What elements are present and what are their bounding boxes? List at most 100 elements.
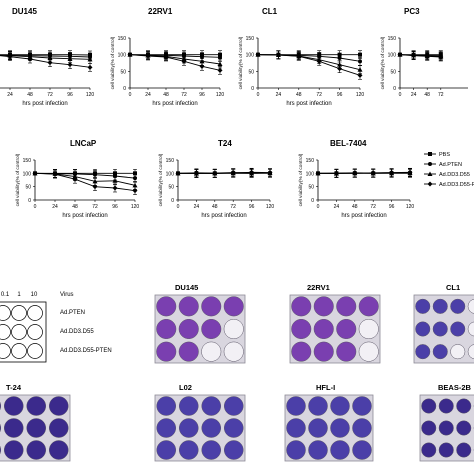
data-point	[93, 172, 97, 177]
chart-title: DU145	[12, 7, 37, 16]
data-point	[67, 56, 73, 61]
data-point	[407, 169, 413, 175]
y-axis-label: cell viability(% of control)	[380, 36, 386, 89]
data-point	[133, 176, 137, 181]
data-point	[358, 59, 362, 64]
plate-well	[432, 298, 448, 314]
plate-well	[201, 396, 221, 416]
plate-well	[286, 440, 306, 460]
plate-label: L02	[179, 383, 192, 392]
plate-well	[178, 341, 199, 362]
y-tick-label: 0	[393, 86, 396, 92]
data-point	[112, 185, 118, 191]
y-axis-label: cell viability(% of control)	[158, 153, 164, 206]
data-point	[87, 56, 93, 62]
data-point	[92, 178, 98, 184]
moi-label: 10	[31, 292, 38, 298]
plate-well	[26, 418, 46, 438]
data-point	[296, 53, 302, 59]
plate-well	[156, 396, 176, 416]
x-tick-label: 48	[296, 92, 302, 98]
data-point	[255, 52, 261, 58]
plate-well	[352, 440, 372, 460]
plate-well	[49, 396, 69, 416]
x-tick-label: 48	[212, 204, 218, 210]
data-point	[52, 171, 58, 177]
x-tick-label: 48	[424, 92, 430, 98]
series-line	[129, 54, 221, 71]
key-well	[11, 343, 27, 359]
y-tick-label: 150	[388, 36, 397, 42]
plate-well	[178, 319, 199, 339]
x-tick-label: 120	[406, 204, 415, 210]
x-axis-label: hrs post infection	[286, 101, 331, 107]
y-tick-label: 100	[306, 171, 315, 177]
data-point	[428, 152, 432, 156]
data-point	[72, 176, 78, 182]
data-point	[217, 61, 223, 66]
plate-well	[330, 396, 350, 416]
plate-well	[156, 418, 176, 438]
key-well	[0, 324, 11, 340]
data-point	[438, 54, 444, 60]
plate-well	[26, 396, 46, 416]
data-point	[352, 170, 358, 176]
data-point	[370, 170, 376, 176]
plate-well	[201, 418, 221, 438]
y-tick-label: 50	[390, 69, 396, 75]
x-tick-label: 96	[67, 92, 73, 98]
plate-well	[178, 296, 199, 317]
x-tick-label: 24	[276, 92, 282, 98]
plate-well	[224, 396, 244, 416]
plate-label: HFL-I	[316, 383, 335, 392]
x-tick-label: 120	[216, 92, 225, 98]
x-tick-label: 96	[337, 92, 343, 98]
data-point	[132, 182, 138, 188]
plate-well	[223, 319, 244, 339]
plate-well	[201, 319, 222, 339]
y-tick-label: 100	[118, 53, 127, 59]
series-line	[34, 172, 136, 186]
plate-well	[201, 440, 221, 460]
y-tick-label: 150	[306, 158, 315, 164]
x-tick-label: 24	[194, 204, 200, 210]
plate-well	[358, 341, 379, 362]
plate-well	[432, 321, 448, 337]
plate-well	[313, 296, 334, 317]
plate-label: 22RV1	[307, 283, 330, 292]
y-axis-label: cell viability(% of control)	[238, 36, 244, 89]
x-tick-label: 72	[181, 92, 187, 98]
y-axis-label: cell viability(% of control)	[298, 153, 304, 206]
plate-well	[286, 396, 306, 416]
data-point	[199, 63, 205, 69]
data-point	[424, 53, 430, 59]
key-well	[27, 305, 43, 321]
data-point	[357, 72, 363, 78]
data-point	[358, 52, 362, 57]
plate-well	[291, 319, 312, 339]
data-point	[357, 67, 363, 72]
x-tick-label: 0	[399, 92, 402, 98]
data-point	[230, 170, 236, 176]
y-axis-label: cell viability(% of control)	[110, 36, 116, 89]
moi-label: 1	[17, 292, 21, 298]
plate-well	[467, 298, 474, 314]
y-tick-label: 50	[25, 185, 31, 191]
x-tick-label: 48	[27, 92, 33, 98]
plate-well	[179, 440, 199, 460]
x-tick-label: 96	[389, 204, 395, 210]
x-tick-label: 120	[266, 204, 275, 210]
series-line	[0, 54, 91, 60]
plate-well	[467, 344, 474, 360]
chart-title: BEL-7404	[330, 139, 367, 148]
y-tick-label: 150	[246, 36, 255, 42]
key-well	[0, 343, 11, 359]
key-well	[27, 343, 43, 359]
x-tick-label: 24	[334, 204, 340, 210]
data-point	[133, 171, 137, 176]
y-tick-label: 0	[171, 198, 174, 204]
plate-well	[49, 418, 69, 438]
x-axis-label: hrs post infection	[22, 101, 67, 107]
series-line	[178, 171, 271, 175]
plate-well	[450, 344, 466, 360]
